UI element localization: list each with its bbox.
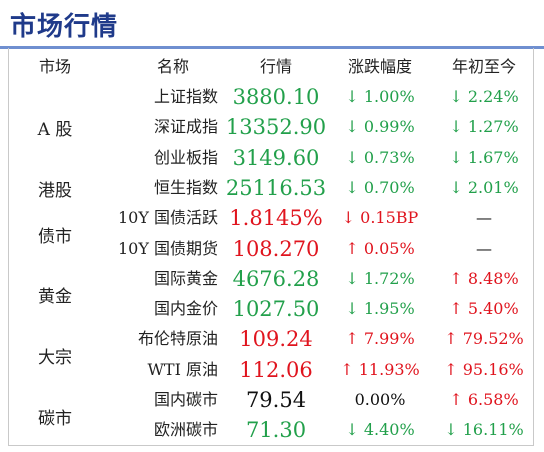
row-name: 欧洲碳市	[153, 420, 218, 439]
row-name: 国内金价	[153, 299, 218, 318]
row-name: 创业板指	[153, 148, 218, 167]
row-name: 上证指数	[153, 87, 218, 106]
row-name: 恒生指数	[153, 178, 218, 197]
row-name: 布伦特原油	[137, 329, 218, 348]
row-price: 112.06	[239, 358, 313, 382]
title-divider	[0, 46, 544, 49]
row-price: 1027.50	[232, 297, 320, 321]
row-ytd: ↑ 95.16%	[444, 360, 524, 379]
row-change: ↓ 1.95%	[345, 299, 415, 318]
category-hk: 港股	[38, 181, 72, 201]
row-price: 25116.53	[225, 176, 327, 200]
row-price: 1.8145%	[229, 206, 323, 230]
header-market: 市场	[38, 57, 71, 76]
row-price: 79.54	[245, 388, 307, 412]
row-price: 3880.10	[232, 85, 320, 109]
header-change: 涨跌幅度	[347, 57, 412, 76]
row-ytd: ↑ 5.40%	[449, 299, 519, 318]
row-change: ↓ 1.72%	[345, 269, 415, 288]
row-change: ↓ 0.70%	[345, 178, 415, 197]
row-ytd: ↓ 2.24%	[449, 87, 519, 106]
row-change: ↓ 0.15BP	[341, 208, 419, 227]
row-name: 深证成指	[153, 117, 218, 136]
row-price: 71.30	[245, 418, 307, 442]
row-change: ↓ 4.40%	[345, 420, 415, 439]
category-carbon: 碳市	[38, 409, 72, 429]
row-name: 10Y 国债活跃	[117, 208, 218, 227]
row-name: 10Y 国债期货	[117, 239, 218, 258]
row-change: 0.00%	[354, 390, 406, 409]
row-change: ↓ 1.00%	[345, 87, 415, 106]
row-ytd: ↓ 1.27%	[449, 117, 519, 136]
row-name: 国内碳市	[153, 390, 218, 409]
category-gold: 黄金	[38, 287, 72, 307]
category-commodity: 大宗	[38, 348, 72, 368]
row-name: 国际黄金	[153, 269, 218, 288]
row-change: ↓ 0.73%	[345, 148, 415, 167]
row-ytd: ↓ 2.01%	[449, 178, 519, 197]
row-ytd: —	[476, 239, 492, 258]
row-ytd: ↓ 16.11%	[444, 420, 524, 439]
row-change: ↑ 7.99%	[345, 329, 415, 348]
row-name: WTI 原油	[147, 360, 218, 379]
row-change: ↓ 0.99%	[345, 117, 415, 136]
row-price: 108.270	[232, 237, 320, 261]
header-price: 行情	[259, 57, 292, 76]
header-ytd: 年初至今	[451, 57, 516, 76]
row-ytd: ↓ 1.67%	[449, 148, 519, 167]
row-price: 13352.90	[225, 115, 327, 139]
row-ytd: ↑ 6.58%	[449, 390, 519, 409]
category-a-share: A 股	[37, 120, 73, 140]
row-ytd: ↑ 79.52%	[444, 329, 524, 348]
category-bond: 债市	[38, 227, 72, 247]
row-price: 3149.60	[232, 146, 320, 170]
row-change: ↑ 11.93%	[340, 360, 420, 379]
market-table-frame	[8, 48, 534, 446]
page-title: 市场行情	[10, 12, 119, 42]
row-price: 4676.28	[232, 267, 320, 291]
row-change: ↑ 0.05%	[345, 239, 415, 258]
row-price: 109.24	[239, 327, 313, 351]
row-ytd: ↑ 8.48%	[449, 269, 519, 288]
header-name: 名称	[156, 57, 189, 76]
row-ytd: —	[476, 208, 492, 227]
